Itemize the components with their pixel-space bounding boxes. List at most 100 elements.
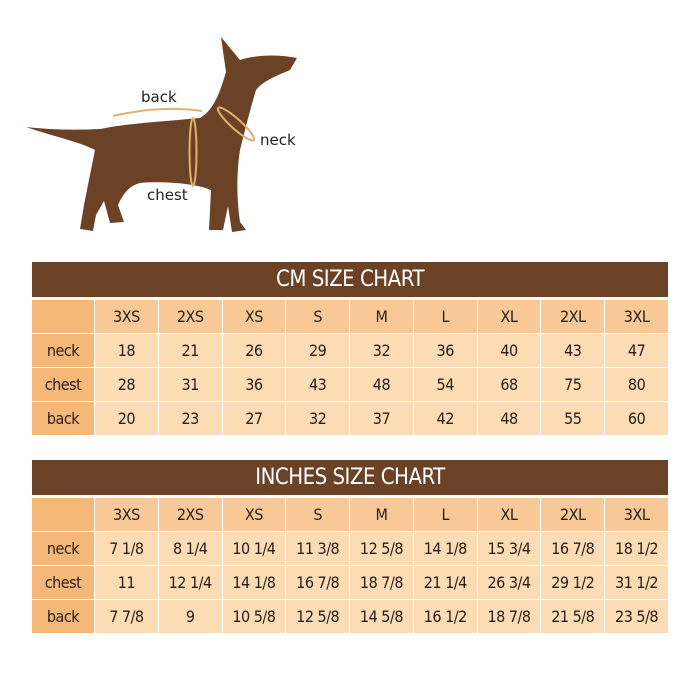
measurement-cell: 21 5/8 bbox=[541, 600, 605, 633]
row-label: neck bbox=[32, 532, 94, 565]
size-header-cell: L bbox=[413, 498, 477, 531]
measurement-cell: 31 bbox=[158, 368, 222, 401]
table-row-neck: neck 18 21 26 29 32 36 40 43 47 bbox=[32, 334, 668, 367]
measurement-cell: 14 1/8 bbox=[222, 566, 286, 599]
measurement-cell: 16 7/8 bbox=[541, 532, 605, 565]
measurement-cell: 48 bbox=[477, 402, 541, 435]
measurement-cell: 18 bbox=[95, 334, 158, 367]
neck-measure-ring bbox=[216, 106, 256, 142]
measurement-cell: 43 bbox=[286, 368, 350, 401]
measurement-cell: 10 1/4 bbox=[222, 532, 286, 565]
size-header-cell: M bbox=[350, 498, 413, 531]
size-header-row: 3XS 2XS XS S M L XL 2XL 3XL bbox=[32, 300, 668, 333]
measurement-cell: 20 bbox=[95, 402, 158, 435]
measurement-cell: 18 7/8 bbox=[477, 600, 541, 633]
measurement-cell: 29 bbox=[286, 334, 350, 367]
size-header-cell: 3XS bbox=[95, 498, 158, 531]
size-header-cell: S bbox=[286, 300, 350, 333]
size-header-cell: 3XL bbox=[605, 300, 668, 333]
table-row-back: back 7 7/8 9 10 5/8 12 5/8 14 5/8 16 1/2 18 7/8… bbox=[32, 600, 668, 633]
size-header-cell: XS bbox=[222, 300, 286, 333]
measurement-cell: 36 bbox=[222, 368, 286, 401]
row-label: back bbox=[32, 402, 94, 435]
chest-label: chest bbox=[147, 186, 188, 204]
measurement-cell: 32 bbox=[350, 334, 413, 367]
measurement-cell: 23 bbox=[158, 402, 222, 435]
size-header-cell: M bbox=[350, 300, 413, 333]
size-header-cell: 2XS bbox=[158, 498, 222, 531]
measurement-cell: 10 5/8 bbox=[222, 600, 286, 633]
measurement-cell: 31 1/2 bbox=[605, 566, 668, 599]
measurement-cell: 75 bbox=[541, 368, 605, 401]
measurement-cell: 16 7/8 bbox=[286, 566, 350, 599]
inches-size-chart: INCHES SIZE CHART 3XS 2XS XS S M L XL 2XL 3XL nec… bbox=[32, 460, 668, 634]
cm-size-table: 3XS 2XS XS S M L XL 2XL 3XL neck 18 21 26 29 32 36 40 43 4… bbox=[31, 299, 669, 436]
size-header-cell: XS bbox=[222, 498, 286, 531]
chest-measure-ring bbox=[188, 117, 198, 187]
corner-cell bbox=[32, 300, 94, 333]
size-header-cell: 2XL bbox=[541, 498, 605, 531]
corner-cell bbox=[32, 498, 94, 531]
measurement-cell: 8 1/4 bbox=[158, 532, 222, 565]
size-header-cell: S bbox=[286, 498, 350, 531]
table-row-back: back 20 23 27 32 37 42 48 55 60 bbox=[32, 402, 668, 435]
measurement-cell: 12 5/8 bbox=[350, 532, 413, 565]
measurement-cell: 14 5/8 bbox=[350, 600, 413, 633]
row-label: chest bbox=[32, 566, 94, 599]
table-row-neck: neck 7 1/8 8 1/4 10 1/4 11 3/8 12 5/8 14 1/8 15… bbox=[32, 532, 668, 565]
measurement-cell: 21 1/4 bbox=[413, 566, 477, 599]
row-label: back bbox=[32, 600, 94, 633]
measurement-cell: 12 5/8 bbox=[286, 600, 350, 633]
measurement-cell: 68 bbox=[477, 368, 541, 401]
size-header-cell: XL bbox=[477, 300, 541, 333]
measurement-cell: 16 1/2 bbox=[413, 600, 477, 633]
measurement-cell: 26 3/4 bbox=[477, 566, 541, 599]
measurement-cell: 14 1/8 bbox=[413, 532, 477, 565]
table-row-chest: chest 28 31 36 43 48 54 68 75 80 bbox=[32, 368, 668, 401]
size-header-cell: 3XS bbox=[95, 300, 158, 333]
back-measure-line bbox=[112, 107, 203, 117]
measurement-cell: 32 bbox=[286, 402, 350, 435]
measurement-cell: 37 bbox=[350, 402, 413, 435]
measurement-cell: 11 bbox=[95, 566, 158, 599]
measurement-cell: 40 bbox=[477, 334, 541, 367]
row-label: chest bbox=[32, 368, 94, 401]
measurement-cell: 54 bbox=[413, 368, 477, 401]
inches-size-table: 3XS 2XS XS S M L XL 2XL 3XL neck 7 1/8 8 1/4 10 1/4 1… bbox=[31, 497, 669, 634]
dog-silhouette-icon bbox=[26, 37, 297, 232]
measurement-cell: 18 7/8 bbox=[350, 566, 413, 599]
size-header-cell: XL bbox=[477, 498, 541, 531]
measurement-cell: 21 bbox=[158, 334, 222, 367]
measurement-cell: 29 1/2 bbox=[541, 566, 605, 599]
measurement-cell: 28 bbox=[95, 368, 158, 401]
measurement-cell: 23 5/8 bbox=[605, 600, 668, 633]
back-label: back bbox=[141, 88, 177, 106]
measurement-cell: 60 bbox=[605, 402, 668, 435]
measurement-cell: 36 bbox=[413, 334, 477, 367]
measurement-cell: 27 bbox=[222, 402, 286, 435]
measurement-cell: 12 1/4 bbox=[158, 566, 222, 599]
inches-chart-title: INCHES SIZE CHART bbox=[32, 460, 668, 495]
measurement-cell: 47 bbox=[605, 334, 668, 367]
table-row-chest: chest 11 12 1/4 14 1/8 16 7/8 18 7/8 21 1/4 26 … bbox=[32, 566, 668, 599]
measurement-cell: 11 3/8 bbox=[286, 532, 350, 565]
cm-chart-title: CM SIZE CHART bbox=[32, 262, 668, 297]
dog-measurement-diagram bbox=[26, 37, 297, 232]
neck-label: neck bbox=[260, 131, 296, 149]
measurement-cell: 9 bbox=[158, 600, 222, 633]
measurement-cell: 48 bbox=[350, 368, 413, 401]
size-header-row: 3XS 2XS XS S M L XL 2XL 3XL bbox=[32, 498, 668, 531]
measurement-cell: 26 bbox=[222, 334, 286, 367]
measurement-cell: 80 bbox=[605, 368, 668, 401]
measurement-cell: 15 3/4 bbox=[477, 532, 541, 565]
size-header-cell: L bbox=[413, 300, 477, 333]
measurement-cell: 7 7/8 bbox=[95, 600, 158, 633]
measurement-cell: 18 1/2 bbox=[605, 532, 668, 565]
cm-size-chart: CM SIZE CHART 3XS 2XS XS S M L XL 2XL 3XL neck 18 2… bbox=[32, 262, 668, 436]
measurement-cell: 42 bbox=[413, 402, 477, 435]
size-header-cell: 2XS bbox=[158, 300, 222, 333]
row-label: neck bbox=[32, 334, 94, 367]
size-header-cell: 3XL bbox=[605, 498, 668, 531]
size-header-cell: 2XL bbox=[541, 300, 605, 333]
measurement-cell: 7 1/8 bbox=[95, 532, 158, 565]
